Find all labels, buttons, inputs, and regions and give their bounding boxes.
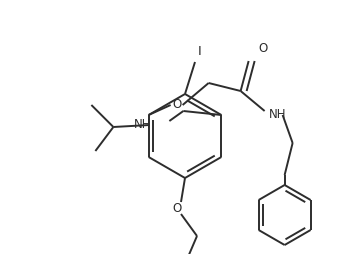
Text: NH: NH <box>268 108 286 121</box>
Text: O: O <box>172 201 182 214</box>
Text: NH: NH <box>134 119 152 132</box>
Text: O: O <box>172 99 181 112</box>
Text: O: O <box>259 42 268 55</box>
Text: I: I <box>198 45 202 58</box>
